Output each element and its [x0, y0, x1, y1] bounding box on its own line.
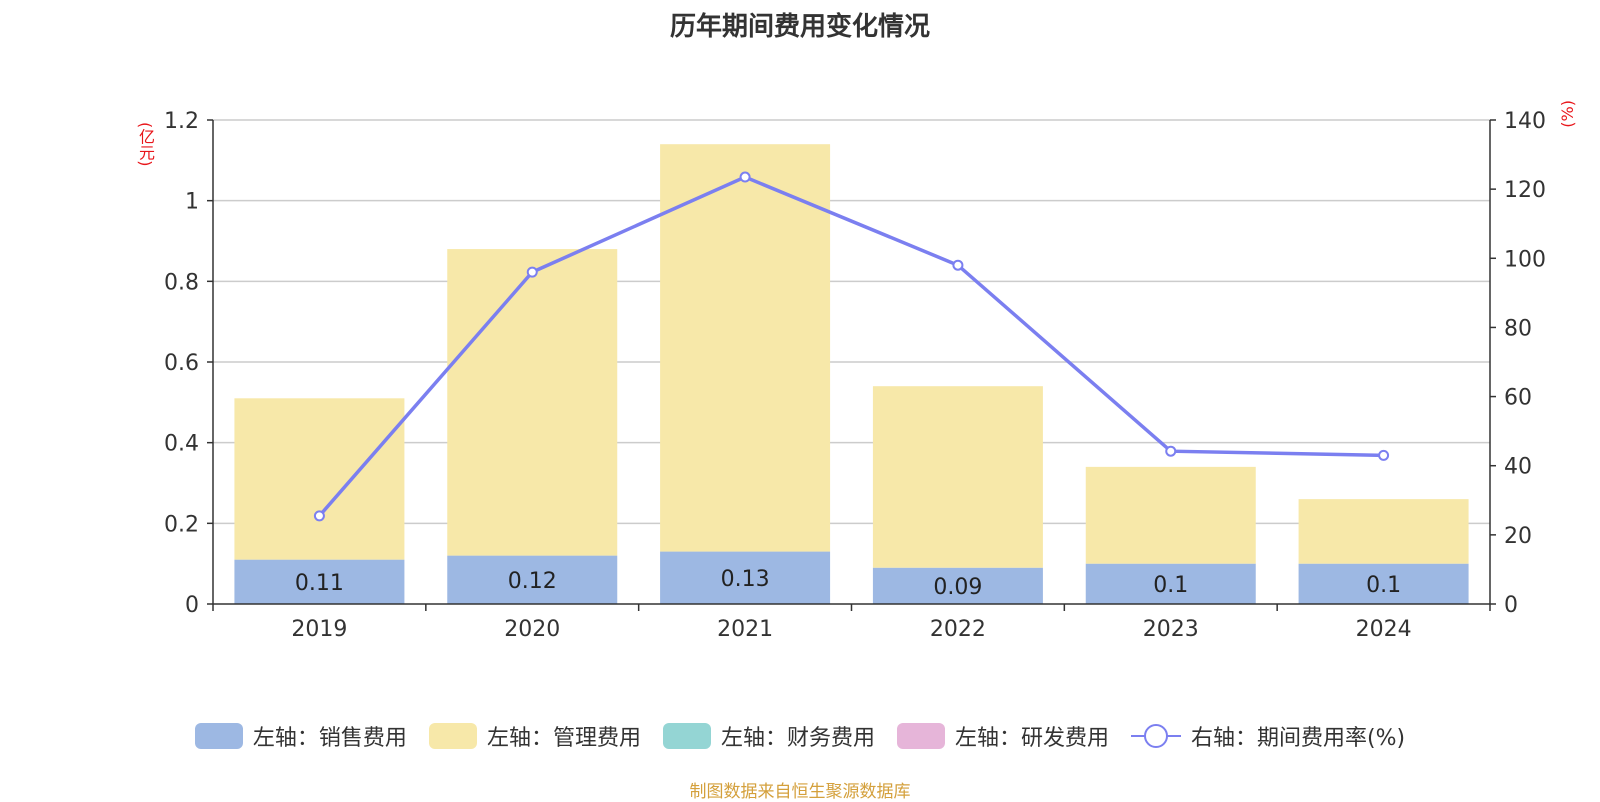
- legend-item-admin[interactable]: 左轴：管理费用: [428, 720, 641, 752]
- chart-plot: 0 0.2 0.4 0.6 0.8 1 1.2 0 20 40 60 80 100 120 140 0.11 2…: [164, 109, 1546, 642]
- point-rate-2020: [526, 266, 538, 278]
- data-label-sales-2023: 0.1: [1153, 573, 1188, 598]
- legend-label: 左轴：销售费用: [252, 726, 407, 751]
- x-tick-label: 2022: [930, 617, 986, 642]
- bar-sales-2022: [872, 567, 1043, 604]
- left-axis-unit: (亿元): [136, 122, 155, 167]
- legend-label: 左轴：财务费用: [720, 726, 875, 751]
- bar-sales-2024: [1298, 563, 1469, 604]
- y-right-tick-label: 0: [1504, 593, 1518, 618]
- x-tick-label: 2020: [504, 617, 560, 642]
- legend-swatch-admin: [428, 723, 477, 749]
- y-right-tick-label: 80: [1504, 316, 1532, 341]
- legend-line-marker-icon: [1130, 723, 1181, 749]
- bar-admin-2020: [447, 249, 618, 556]
- y-right-tick-label: 120: [1504, 178, 1546, 203]
- y-right-tick-label: 100: [1504, 247, 1546, 272]
- chart-legend: 左轴：销售费用 左轴：管理费用 左轴：财务费用 左轴：研发费用 右轴：期间费用率(%): [0, 720, 1600, 752]
- y-right-tick-label: 40: [1504, 455, 1532, 480]
- legend-item-finance[interactable]: 左轴：财务费用: [662, 720, 875, 752]
- bar-admin-2024: [1298, 499, 1469, 564]
- y-left-tick-label: 1.2: [164, 109, 199, 134]
- y-left-tick-label: 0.8: [164, 270, 199, 295]
- point-rate-2019: [313, 510, 325, 522]
- x-tick-label: 2023: [1143, 617, 1199, 642]
- legend-label: 左轴：管理费用: [486, 726, 641, 751]
- x-tick-label: 2024: [1356, 617, 1412, 642]
- legend-swatch-finance: [662, 723, 711, 749]
- y-left-tick-label: 1: [185, 190, 199, 215]
- point-rate-2021: [739, 171, 751, 183]
- data-label-sales-2020: 0.12: [508, 569, 557, 594]
- y-left-tick-label: 0.6: [164, 351, 199, 376]
- y-left-tick-label: 0.4: [164, 432, 199, 457]
- legend-label: 右轴：期间费用率(%): [1190, 726, 1406, 751]
- chart-title: 历年期间费用变化情况: [669, 12, 930, 42]
- legend-item-sales[interactable]: 左轴：销售费用: [194, 720, 407, 752]
- data-label-sales-2024: 0.1: [1366, 573, 1401, 598]
- legend-item-rate[interactable]: 右轴：期间费用率(%): [1130, 720, 1406, 752]
- legend-item-rnd[interactable]: 左轴：研发费用: [896, 720, 1109, 752]
- bar-sales-2021: [660, 551, 831, 604]
- data-label-sales-2022: 0.09: [933, 575, 982, 600]
- y-right-tick-label: 20: [1504, 524, 1532, 549]
- y-right-tick-label: 60: [1504, 386, 1532, 411]
- legend-swatch-rnd: [896, 723, 945, 749]
- point-rate-2023: [1165, 445, 1177, 457]
- y-right-tick-label: 140: [1504, 109, 1546, 134]
- x-tick-label: 2021: [717, 617, 773, 642]
- y-left-tick-label: 0.2: [164, 512, 199, 537]
- legend-label: 左轴：研发费用: [954, 726, 1109, 751]
- bar-sales-2020: [447, 555, 618, 604]
- bar-admin-2019: [234, 398, 405, 560]
- bar-admin-2023: [1085, 466, 1256, 564]
- data-label-sales-2019: 0.11: [295, 571, 344, 596]
- bar-admin-2022: [872, 386, 1043, 568]
- data-label-sales-2021: 0.13: [721, 567, 770, 592]
- data-source-note: 制图数据来自恒生聚源数据库: [689, 782, 911, 802]
- y-left-tick-label: 0: [185, 593, 199, 618]
- point-rate-2022: [952, 259, 964, 271]
- x-tick-label: 2019: [291, 617, 347, 642]
- bar-sales-2019: [234, 559, 405, 604]
- line-rate: [318, 175, 1384, 517]
- bar-sales-2023: [1085, 563, 1256, 604]
- point-rate-2024: [1378, 449, 1390, 461]
- legend-swatch-sales: [194, 723, 243, 749]
- bar-admin-2021: [660, 144, 831, 552]
